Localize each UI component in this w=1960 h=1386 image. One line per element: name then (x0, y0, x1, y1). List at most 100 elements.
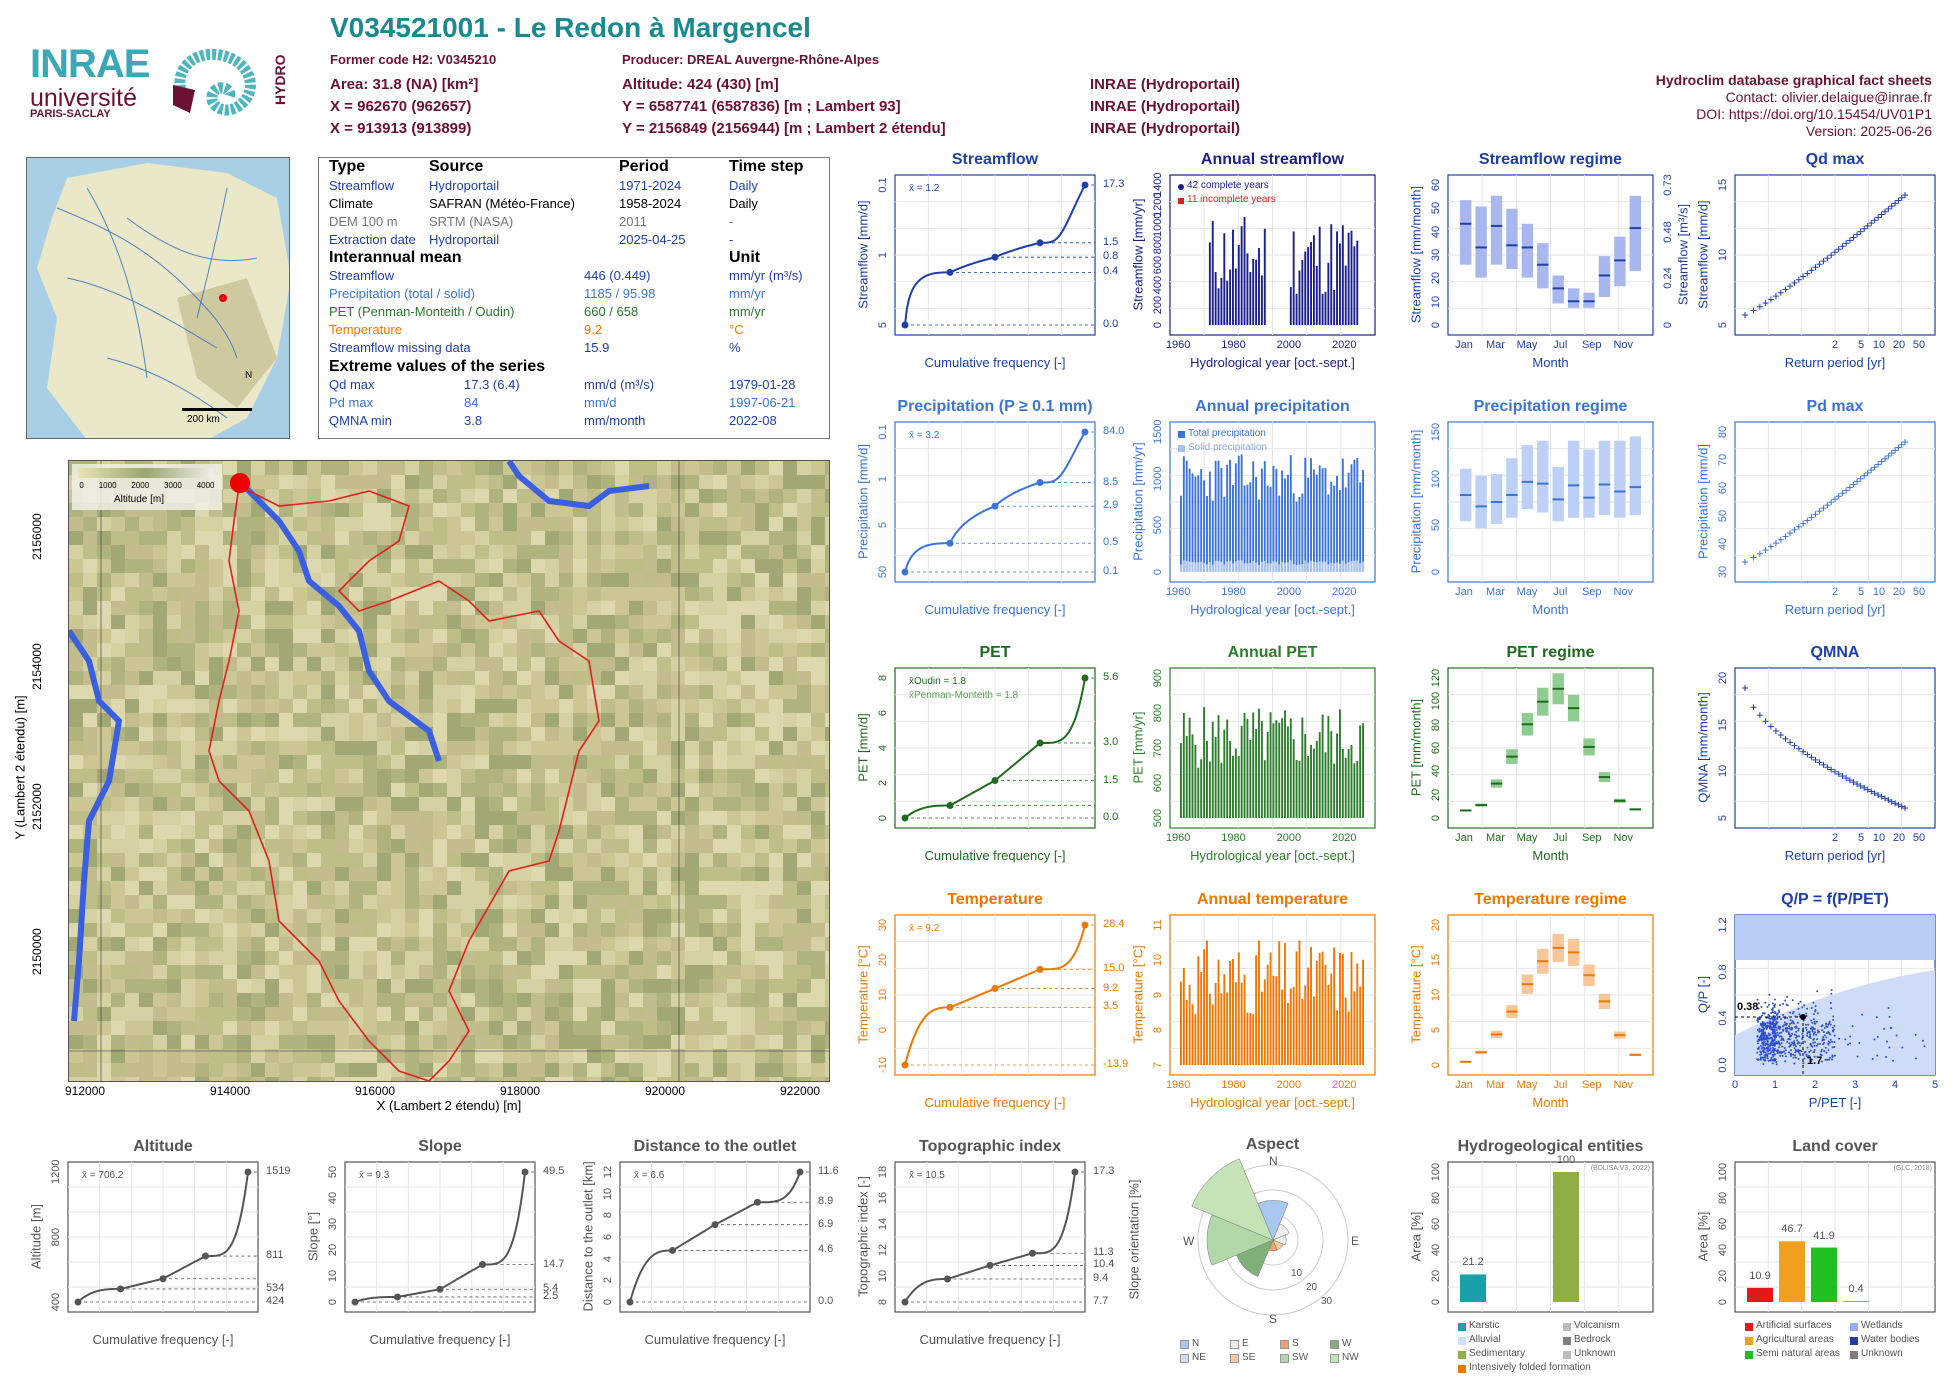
legend-solid-swatch (1178, 445, 1185, 452)
qd_max-xtick: 10 (1872, 339, 1886, 351)
qp-point (1771, 1031, 1774, 1034)
annual_precip-bar-secondary (1350, 561, 1353, 572)
qp-point (1815, 1033, 1818, 1036)
qmna-point (1888, 798, 1895, 805)
qp-point (1830, 988, 1833, 991)
topo_curve-mean: x̄ = 10.5 (909, 1170, 945, 1181)
qp-point (1781, 1051, 1784, 1054)
temp_fdc-right-tick: -13.9 (1103, 1058, 1129, 1070)
slope_curve-title: Slope (418, 1138, 462, 1155)
qp-point (1895, 1034, 1898, 1037)
streamflow_regime-box (1537, 243, 1549, 289)
annual_precip-bar-secondary (1289, 560, 1292, 572)
qp-point (1764, 1054, 1767, 1057)
annual_precip-bar-secondary (1223, 564, 1226, 572)
annual_temp-bar (1307, 967, 1310, 1065)
annual_temp-bar (1336, 1010, 1338, 1065)
qmna-point (1857, 782, 1864, 789)
qp-point (1829, 1056, 1832, 1059)
qp-point (1792, 1053, 1795, 1056)
qp-point (1830, 1058, 1833, 1061)
qp-point (1824, 1046, 1827, 1049)
annual_precip-bar (1182, 456, 1185, 572)
annual_precip-bar-secondary (1237, 560, 1240, 572)
qd_max-point (1777, 289, 1784, 296)
qp-point (1790, 1053, 1793, 1056)
qd_max-point (1742, 312, 1748, 318)
qp-point (1833, 1034, 1836, 1037)
qp-point (1787, 1038, 1790, 1041)
qp-point (1825, 1025, 1828, 1028)
hydrogeology-ytick: 80 (1430, 1191, 1442, 1205)
qp-point (1800, 1042, 1803, 1045)
streamflow_regime-ytick: 30 (1430, 248, 1442, 262)
streamflow_regime-box (1614, 236, 1626, 287)
qp-point (1767, 1032, 1770, 1035)
annual_streamflow-bar (1232, 229, 1234, 325)
info-cell: Precipitation (total / solid) (329, 286, 475, 301)
qp-point (1767, 1059, 1770, 1062)
annual_temp-ytick: 9 (1152, 991, 1164, 999)
pd_max-point (1881, 455, 1888, 462)
info-cell: 17.3 (6.4) (464, 377, 520, 392)
annual_streamflow-xtick: 1980 (1221, 339, 1246, 351)
info-cell: °C (729, 322, 744, 337)
temp_fdc-plot (894, 914, 1096, 1076)
pet_regime-xlabel: Month (1532, 848, 1569, 863)
annual_precip-bar-secondary (1206, 564, 1208, 572)
annual_precip-bar (1223, 496, 1226, 572)
qp-point (1766, 1057, 1769, 1060)
legend-total: Total precipitation (1188, 428, 1266, 439)
qp-point (1756, 1035, 1759, 1038)
qp-point (1779, 1026, 1782, 1029)
qp-point (1785, 1029, 1788, 1032)
annual_temp-xtick: 1980 (1221, 1079, 1246, 1091)
qp-point (1763, 1056, 1766, 1059)
annual_streamflow-bar (1237, 245, 1240, 325)
qp-point (1783, 1046, 1786, 1049)
qp-point (1764, 1024, 1767, 1027)
distance_curve-ylabel: Distance to the outlet [km] (580, 1161, 596, 1312)
annual_streamflow-bar (1249, 271, 1252, 325)
precip_regime-ytick: 100 (1430, 469, 1442, 488)
annual_precip-bar (1246, 484, 1249, 572)
temp_fdc-mean: x̄ = 9.2 (909, 923, 940, 934)
qp-point (1803, 1051, 1806, 1054)
annual_temp-bar (1312, 996, 1315, 1065)
info-cell: 3.8 (464, 413, 483, 428)
aspect-legend-swatch (1180, 1354, 1189, 1363)
annual_pet-bar (1211, 721, 1214, 818)
streamflow_fdc-point (946, 268, 954, 276)
qp-point (1887, 1006, 1890, 1009)
qd_max-point (1895, 197, 1902, 204)
annual_streamflow-bar (1243, 216, 1246, 325)
qp-point (1815, 1044, 1818, 1047)
qp-point (1832, 1015, 1835, 1018)
annual_temp-bar (1295, 951, 1298, 1065)
qp-point (1787, 1031, 1790, 1034)
source-2: INRAE (Hydroportail) (1090, 98, 1240, 115)
altitude_curve-point (159, 1275, 167, 1283)
annual_precip-bar-secondary (1260, 561, 1263, 572)
annual_precip-bar-secondary (1188, 561, 1191, 572)
aspect-legend-label: N (1192, 1338, 1200, 1349)
aspect-legend-swatch (1330, 1354, 1339, 1363)
qp-point (1833, 1045, 1836, 1048)
annual_temp-bar (1252, 1014, 1255, 1065)
qp-point (1785, 1003, 1788, 1006)
annual_precip-bar-secondary (1243, 563, 1246, 572)
annual_pet-bar (1208, 761, 1211, 818)
qmna-point (1742, 685, 1748, 691)
annual_pet-bar (1347, 749, 1350, 818)
qp-point (1775, 1034, 1778, 1037)
hydrogeology-legend-swatch (1563, 1351, 1571, 1359)
qd_max-point (1850, 234, 1857, 241)
streamflow_regime-ytick: 0 (1430, 321, 1442, 329)
land_cover-ylabel: Area [%] (1695, 1211, 1711, 1262)
annual_temp-xtick: 2000 (1276, 1079, 1302, 1091)
info-cell: 9.2 (584, 322, 603, 337)
streamflow_regime-ytick: 50 (1430, 202, 1442, 215)
qp-point (1820, 1060, 1823, 1063)
qd_max-point (1812, 264, 1819, 271)
qp-point (1831, 1046, 1834, 1049)
